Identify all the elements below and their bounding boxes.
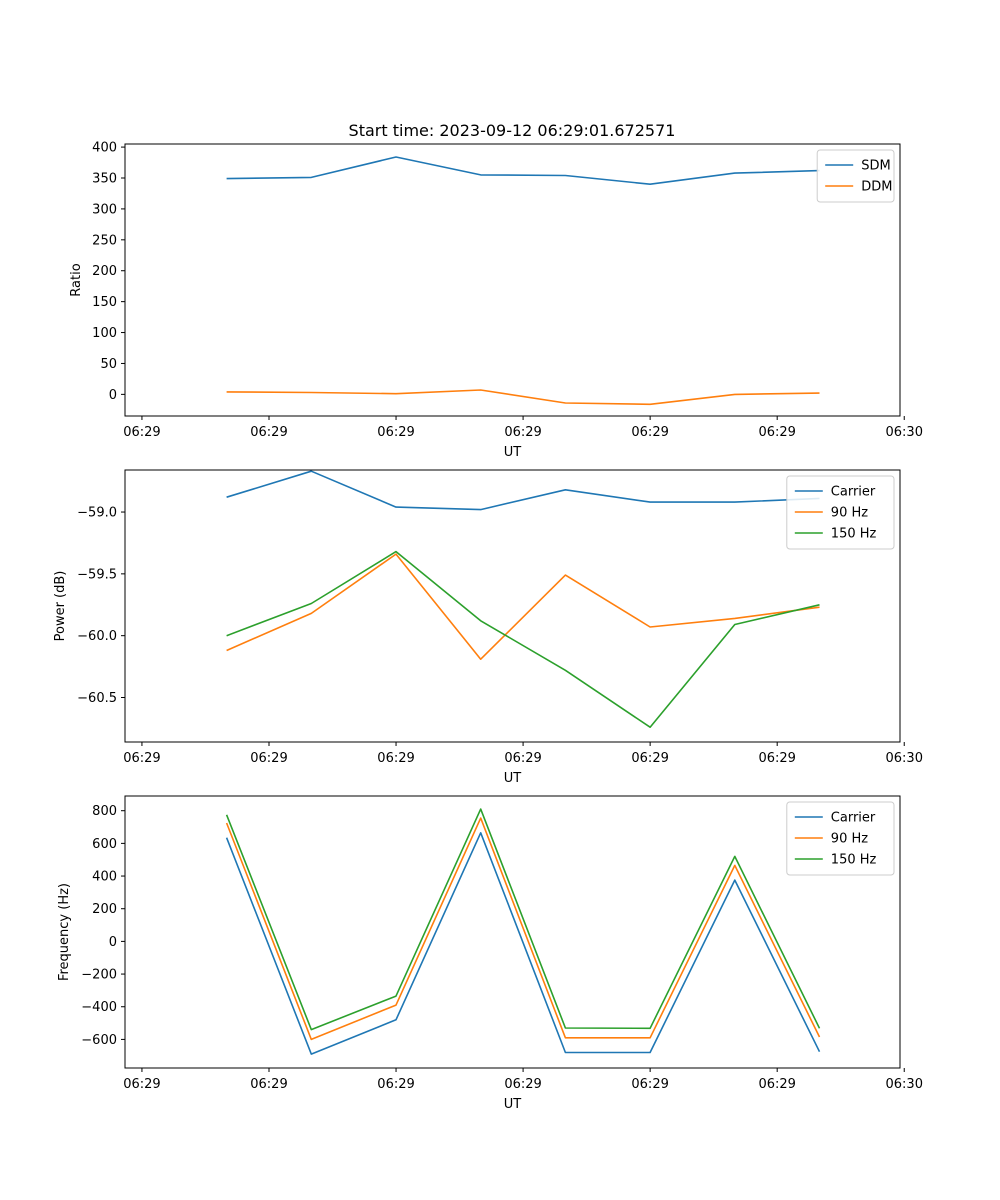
x-axis-label: UT — [504, 445, 522, 460]
axes-frame — [124, 469, 901, 743]
series-line-150-hz — [225, 808, 821, 1031]
series-line-sdm — [226, 156, 820, 185]
y-tick-label: 100 — [92, 326, 117, 341]
y-tick-label: 300 — [92, 202, 117, 217]
series-line-ddm — [226, 389, 820, 406]
legend-label: 90 Hz — [831, 832, 868, 847]
ratio-panel: 06:29 06:29 06:29 06:29 06:29 06:29 06:30 0 50 10… — [69, 141, 923, 460]
x-tick-label: 06:30 — [886, 1077, 923, 1092]
x-tick-label: 06:29 — [377, 751, 414, 766]
series-line-carrier — [226, 470, 820, 511]
x-tick-label: 06:29 — [758, 751, 795, 766]
y-tick-label: 800 — [92, 804, 117, 819]
x-tick-label: 06:30 — [886, 425, 923, 440]
y-tick-label: 250 — [92, 233, 117, 248]
y-tick-label: 400 — [92, 141, 117, 156]
legend-label: 90 Hz — [831, 506, 868, 521]
axes-frame — [124, 143, 901, 417]
y-tick-label: 50 — [100, 357, 117, 372]
x-tick-label: 06:30 — [886, 751, 923, 766]
x-tick-label: 06:29 — [504, 1077, 541, 1092]
series-line-150-hz — [226, 550, 820, 729]
legend-label: Carrier — [831, 485, 876, 500]
y-tick-label: 0 — [109, 388, 117, 403]
legend-box — [786, 801, 895, 876]
x-tick-label: 06:29 — [504, 425, 541, 440]
x-tick-label: 06:29 — [504, 751, 541, 766]
legend-box — [816, 149, 895, 203]
legend-label: 150 Hz — [831, 853, 877, 868]
y-tick-label: −59.0 — [77, 506, 117, 521]
y-tick-label: −600 — [81, 1033, 117, 1048]
x-tick-label: 06:29 — [123, 751, 160, 766]
y-tick-label: 400 — [92, 870, 117, 885]
y-tick-label: −60.5 — [77, 691, 117, 706]
x-tick-label: 06:29 — [250, 1077, 287, 1092]
x-tick-label: 06:29 — [631, 751, 668, 766]
axes-frame — [124, 795, 901, 1069]
y-tick-label: 0 — [109, 935, 117, 950]
y-tick-label: −400 — [81, 1000, 117, 1015]
legend-box — [786, 475, 895, 550]
x-tick-label: 06:29 — [758, 1077, 795, 1092]
y-tick-label: 200 — [92, 264, 117, 279]
figure-title: Start time: 2023-09-12 06:29:01.672571 — [349, 121, 676, 140]
x-tick-label: 06:29 — [758, 425, 795, 440]
y-tick-label: 600 — [92, 837, 117, 852]
x-axis-label: UT — [504, 771, 522, 786]
legend-label: DDM — [861, 180, 892, 195]
x-tick-label: 06:29 — [631, 1077, 668, 1092]
frequency-panel: 06:29 06:29 06:29 06:29 06:29 06:29 06:30 800 60… — [57, 795, 923, 1112]
legend-label: SDM — [861, 159, 890, 174]
series-line-carrier — [225, 831, 821, 1055]
y-tick-label: 200 — [92, 902, 117, 917]
legend-label: 150 Hz — [831, 527, 877, 542]
x-tick-label: 06:29 — [631, 425, 668, 440]
series-line-90-hz — [226, 553, 820, 661]
power-panel: 06:29 06:29 06:29 06:29 06:29 06:29 06:30 −59.0… — [53, 469, 923, 786]
series-line-90-hz — [225, 817, 821, 1041]
y-tick-label: −59.5 — [77, 567, 117, 582]
y-axis-label: Power (dB) — [53, 571, 68, 642]
x-tick-label: 06:29 — [377, 425, 414, 440]
x-tick-label: 06:29 — [250, 751, 287, 766]
x-tick-label: 06:29 — [250, 425, 287, 440]
y-tick-label: 150 — [92, 295, 117, 310]
y-axis-label: Frequency (Hz) — [57, 883, 72, 981]
y-tick-label: 350 — [92, 172, 117, 187]
y-axis-label: Ratio — [69, 263, 84, 296]
x-axis-label: UT — [504, 1097, 522, 1112]
x-tick-label: 06:29 — [123, 425, 160, 440]
legend-label: Carrier — [831, 811, 876, 826]
y-tick-label: −200 — [81, 968, 117, 983]
x-tick-label: 06:29 — [377, 1077, 414, 1092]
x-tick-label: 06:29 — [123, 1077, 160, 1092]
y-tick-label: −60.0 — [77, 629, 117, 644]
